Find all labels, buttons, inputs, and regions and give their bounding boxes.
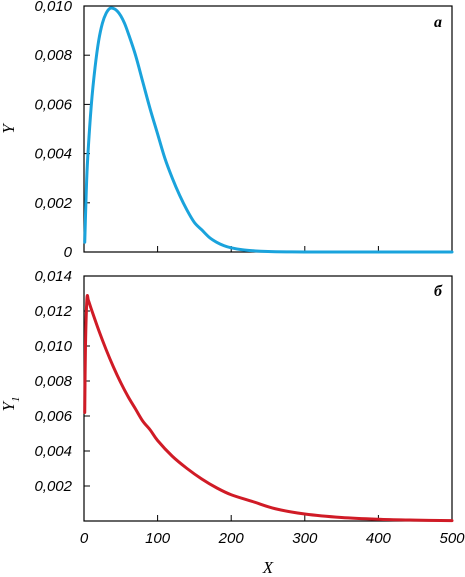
y-tick-label-a-4: 0,008	[34, 47, 72, 64]
y-axis-label-b-main: Y	[0, 400, 18, 411]
x-tick-label-b-5: 500	[439, 530, 465, 547]
panel-label-b: б	[434, 283, 443, 300]
series-line-a	[83, 6, 454, 254]
plot-frame-a	[83, 5, 453, 253]
x-tick-label-b-0: 0	[80, 530, 89, 547]
y-tick-label-a-2: 0,004	[34, 146, 72, 163]
x-tick-label-b-1: 100	[145, 530, 171, 547]
y-axis-label-b: Y1	[0, 397, 22, 412]
y-tick-label-b-0: 0,002	[34, 478, 72, 495]
y-axis-label-b-subscript: 1	[10, 397, 22, 403]
x-axis-label: X	[262, 558, 274, 577]
y-tick-label-a-5: 0,010	[34, 0, 72, 15]
ticks-a: 0 0,002 0,004 0,006 0,008 0,010	[34, 0, 453, 261]
y-axis-label-a: Y	[0, 123, 18, 134]
y-tick-label-a-0: 0	[64, 244, 73, 261]
y-tick-label-b-3: 0,008	[34, 373, 72, 390]
panel-a: 0 0,002 0,004 0,006 0,008 0,010 a Y	[0, 0, 454, 261]
x-tick-label-b-4: 400	[366, 530, 392, 547]
x-tick-label-b-3: 300	[292, 530, 318, 547]
y-tick-label-a-3: 0,006	[34, 96, 72, 113]
y-tick-label-b-5: 0,012	[34, 303, 72, 320]
panel-label-a: a	[434, 14, 442, 31]
y-tick-label-b-1: 0,004	[34, 443, 72, 460]
y-tick-label-a-1: 0,002	[34, 195, 72, 212]
panel-b: 0 100 200 300 400 500 0,002 0,004 0,006 0,008 0,01…	[0, 268, 465, 577]
series-line-b	[83, 294, 454, 523]
y-tick-label-b-2: 0,006	[34, 408, 72, 425]
ticks-b: 0 100 200 300 400 500 0,002 0,004 0,006 0,008 0,01…	[34, 268, 465, 547]
plot-frame-b	[83, 275, 453, 522]
y-tick-label-b-6: 0,014	[34, 268, 72, 285]
x-tick-label-b-2: 200	[218, 530, 245, 547]
y-tick-label-b-4: 0,010	[34, 338, 72, 355]
